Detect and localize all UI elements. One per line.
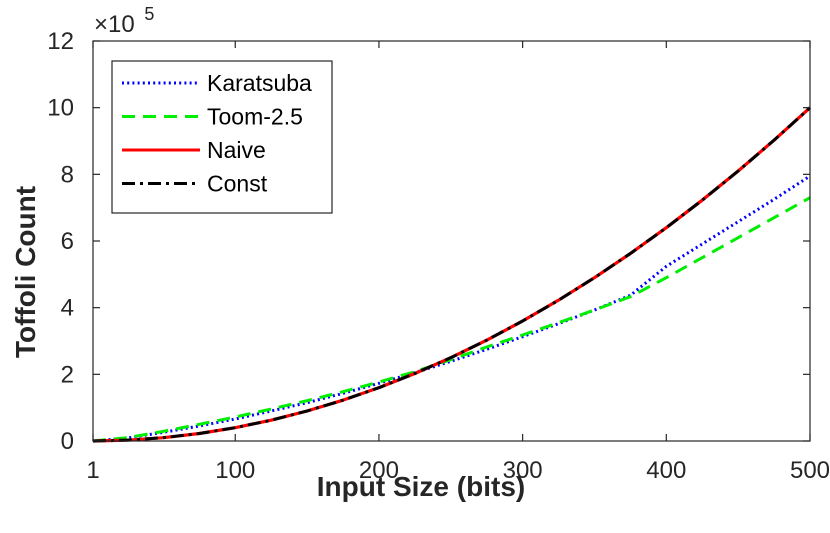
y-tick-label: 6: [61, 228, 74, 255]
x-tick-label: 400: [646, 457, 686, 484]
y-tick-label: 2: [61, 361, 74, 388]
x-tick-label: 300: [503, 457, 543, 484]
y-multiplier-base: ×10: [94, 11, 135, 38]
y-multiplier-exponent: 5: [144, 4, 154, 24]
x-tick-label: 1: [86, 457, 99, 484]
y-tick-label: 10: [47, 95, 74, 122]
series-line-toom-2-5: [92, 196, 811, 443]
legend-label: Const: [207, 171, 268, 197]
x-tick-label: 100: [215, 457, 255, 484]
series-line-karatsuba: [92, 174, 811, 443]
y-tick-label: 12: [47, 28, 74, 55]
legend-label: Naive: [207, 137, 266, 163]
x-tick-label: 500: [790, 457, 830, 484]
legend-box: [111, 60, 333, 214]
y-tick-label: 0: [61, 428, 74, 455]
x-axis-title: Input Size (bits): [317, 471, 525, 502]
y-axis-title: Toffoli Count: [10, 186, 41, 358]
x-tick-label: 200: [359, 457, 399, 484]
legend-label: Karatsuba: [207, 70, 312, 96]
legend-label: Toom-2.5: [207, 104, 303, 130]
y-tick-label: 4: [61, 295, 74, 322]
y-multiplier-label: ×10 5: [94, 4, 154, 38]
series-line-const: [92, 106, 812, 443]
legend: Karatsuba Toom-2.5 Naive Const: [111, 60, 333, 214]
y-tick-label: 8: [61, 161, 74, 188]
